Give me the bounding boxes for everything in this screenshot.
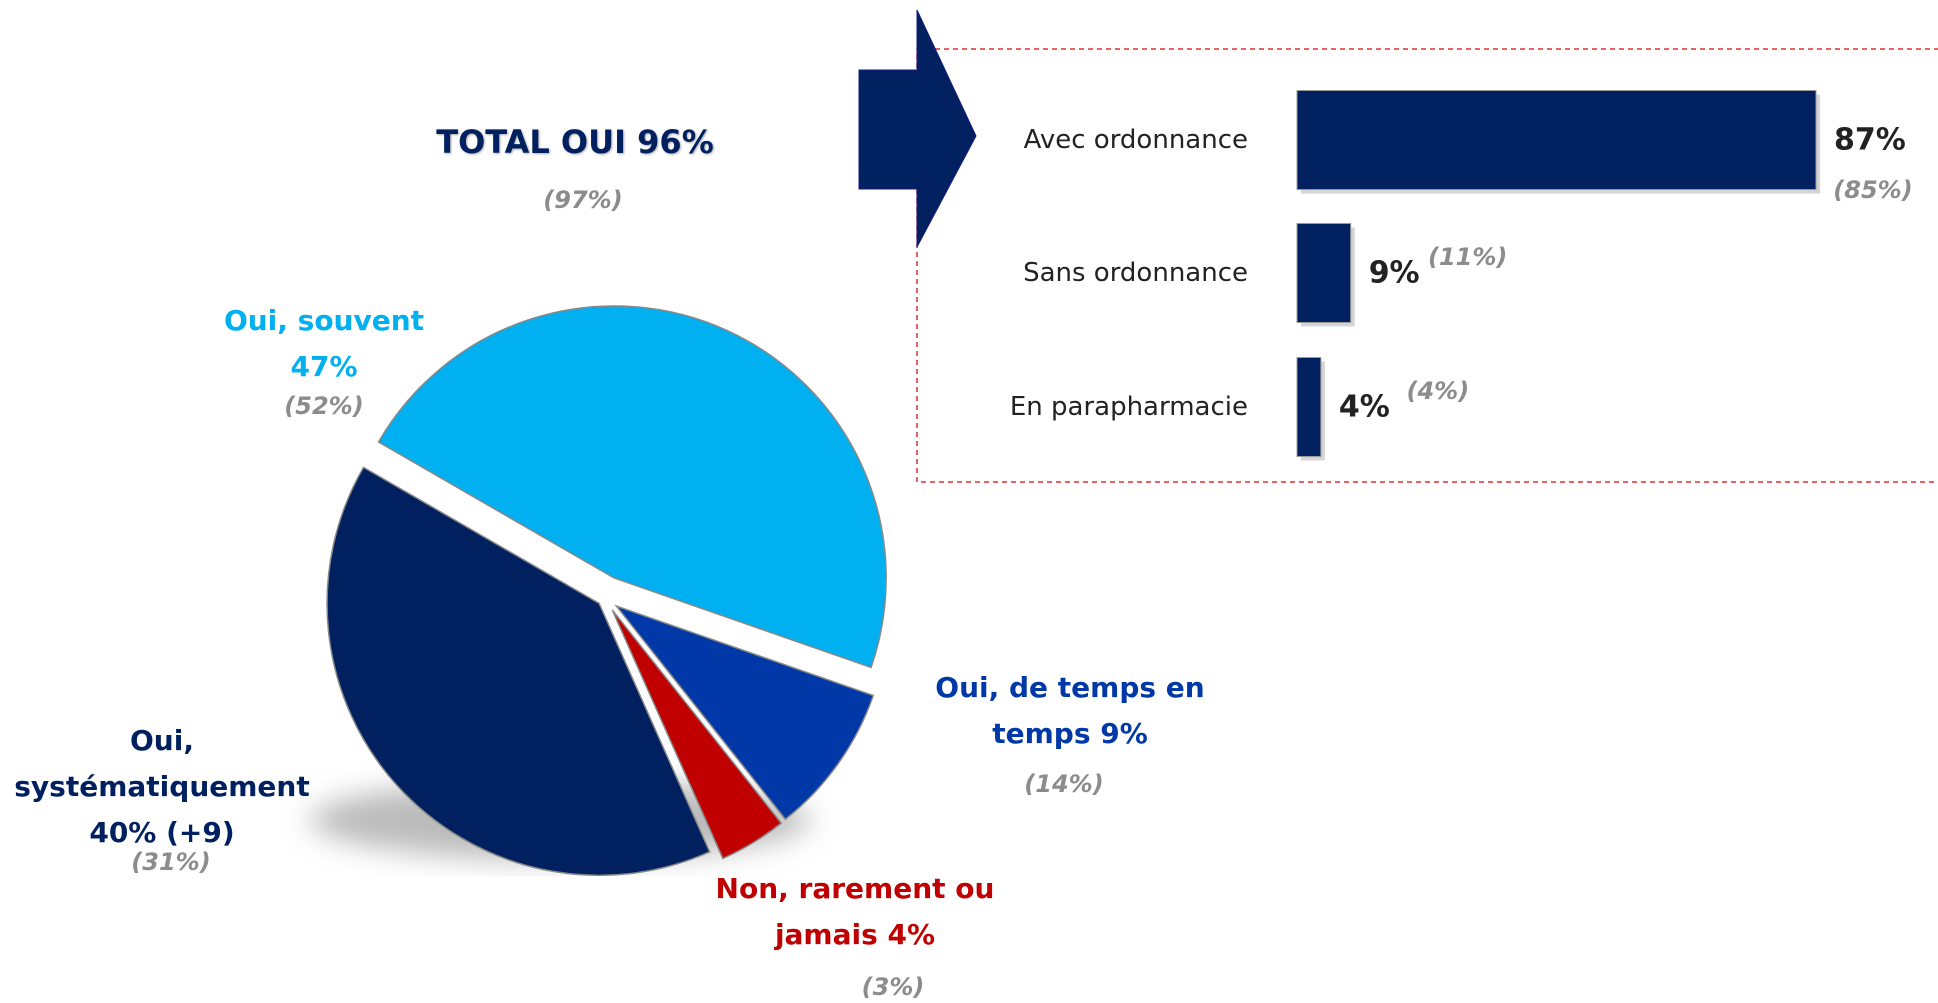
bar <box>1296 90 1817 190</box>
slice-comparison: (3%) <box>861 973 925 1001</box>
bar-value: 87% <box>1834 122 1906 158</box>
pie-slice <box>611 609 783 860</box>
pie-slice <box>326 466 711 877</box>
bar-comparison: (85%) <box>1833 176 1913 204</box>
bar <box>1296 357 1322 457</box>
slice-label: Oui, souvent 47% <box>174 298 474 390</box>
slice-name: Oui, de temps en temps <box>935 671 1205 750</box>
bar-value: 9% <box>1368 255 1420 291</box>
pie-slice <box>614 604 875 821</box>
pie-slice <box>377 305 887 669</box>
chart-title: TOTAL OUI 96% <box>436 123 714 161</box>
slice-value: 40% (+9) <box>89 816 235 849</box>
bar-category: Sans ordonnance <box>1023 258 1248 288</box>
highlight-box <box>916 48 1938 483</box>
bar-value: 4% <box>1338 389 1390 425</box>
bar-category: Avec ordonnance <box>1023 125 1248 155</box>
bar-comparison: (11%) <box>1427 243 1508 271</box>
slice-label: Non, rarement ou jamais 4% <box>705 866 1005 958</box>
slice-name: Non, rarement ou jamais <box>715 872 995 951</box>
arrow <box>858 9 977 248</box>
slice-value: 4% <box>887 918 936 951</box>
bar <box>1296 223 1352 323</box>
slice-comparison: (14%) <box>1024 770 1104 798</box>
slice-name: Oui, souvent <box>223 304 425 337</box>
slice-value: 47% <box>290 350 358 383</box>
bar-comparison: (4%) <box>1406 377 1470 405</box>
slice-comparison: (31%) <box>131 848 211 876</box>
slice-comparison: (52%) <box>284 392 364 420</box>
bar-category: En parapharmacie <box>1009 392 1248 422</box>
slice-label: Oui, systématiquement 40% (+9) <box>12 718 312 856</box>
chart-subtitle: (97%) <box>543 186 623 214</box>
slice-label: Oui, de temps en temps 9% <box>930 665 1210 757</box>
slice-value: 9% <box>1100 717 1148 750</box>
slice-name: Oui, systématiquement <box>14 724 310 803</box>
